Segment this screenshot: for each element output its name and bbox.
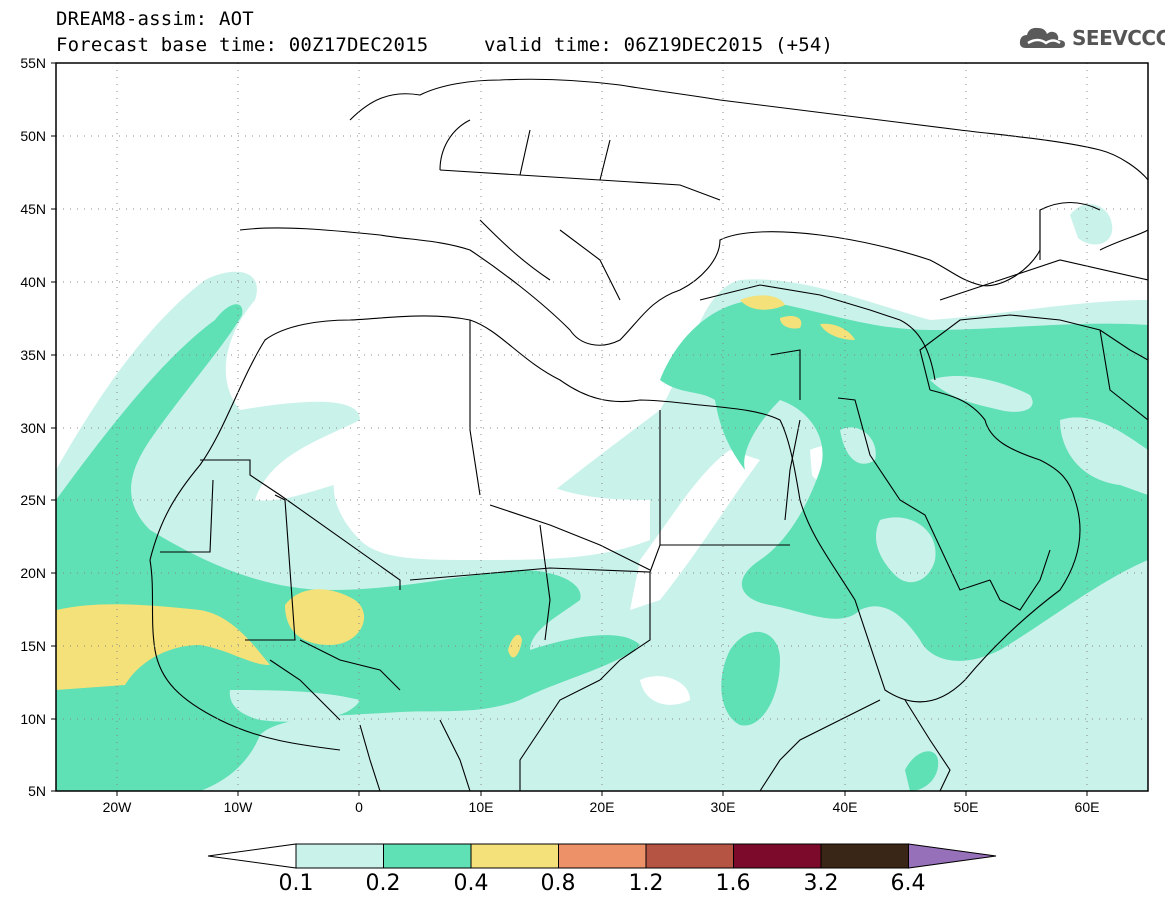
colorbar-swatch xyxy=(733,843,822,869)
colorbar-swatch xyxy=(470,843,559,869)
colorbar-label: 1.6 xyxy=(715,871,751,896)
lon-label: 40E xyxy=(833,799,858,815)
colorbar-label: 0.4 xyxy=(453,871,489,896)
lat-label: 55N xyxy=(20,55,46,71)
colorbar-label: 6.4 xyxy=(890,871,926,896)
colorbar-high-arrow xyxy=(908,843,997,869)
lon-label: 0 xyxy=(355,799,363,815)
lon-label: 20W xyxy=(103,799,133,815)
lat-label: 20N xyxy=(20,565,46,581)
seevccc-logo: SEEVCCC xyxy=(1018,24,1165,52)
colorbar-label: 1.2 xyxy=(628,871,664,896)
map-title: DREAM8-assim: AOT xyxy=(56,8,254,30)
axis-ticks xyxy=(51,62,1088,796)
valid-time: valid time: 06Z19DEC2015 (+54) xyxy=(484,34,834,56)
lat-label: 50N xyxy=(20,128,46,144)
lat-label: 40N xyxy=(20,274,46,290)
lon-label: 20E xyxy=(590,799,615,815)
logo-text: SEEVCCC xyxy=(1072,26,1165,50)
coastlines-borders xyxy=(149,78,1148,791)
colorbar-swatch xyxy=(820,843,909,869)
lon-label: 50E xyxy=(954,799,979,815)
lat-label: 30N xyxy=(20,420,46,436)
lat-label: 45N xyxy=(20,201,46,217)
colorbar-swatch xyxy=(558,843,647,869)
lon-label: 60E xyxy=(1075,799,1100,815)
colorbar xyxy=(207,843,997,869)
graticule xyxy=(56,63,1148,791)
colorbar-label: 3.2 xyxy=(803,871,839,896)
colorbar-label: 0.8 xyxy=(540,871,576,896)
colorbar-label: 0.1 xyxy=(278,871,314,896)
lon-label: 10W xyxy=(224,799,254,815)
lon-labels: 20W 10W 0 10E 20E 30E 40E 50E 60E xyxy=(103,799,1100,815)
lon-label: 10E xyxy=(469,799,494,815)
colorbar-swatch xyxy=(645,843,734,869)
lat-label: 10N xyxy=(20,711,46,727)
colorbar-low-arrow xyxy=(207,843,297,869)
lat-label: 5N xyxy=(28,783,46,799)
colorbar-swatch xyxy=(295,843,384,869)
lat-label: 15N xyxy=(20,638,46,654)
colorbar-label: 0.2 xyxy=(365,871,401,896)
lon-label: 30E xyxy=(711,799,736,815)
forecast-base-time: Forecast base time: 00Z17DEC2015 xyxy=(56,34,429,56)
lat-labels: 55N 50N 45N 40N 35N 30N 25N 20N 15N 10N … xyxy=(20,55,46,799)
lat-label: 35N xyxy=(20,347,46,363)
colorbar-swatch xyxy=(383,843,472,869)
cloud-logo-icon xyxy=(1019,27,1065,48)
lat-label: 25N xyxy=(20,492,46,508)
